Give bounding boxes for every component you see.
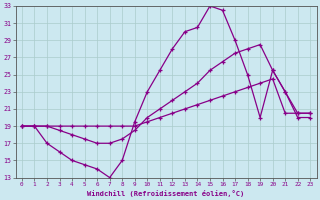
X-axis label: Windchill (Refroidissement éolien,°C): Windchill (Refroidissement éolien,°C) bbox=[87, 190, 245, 197]
